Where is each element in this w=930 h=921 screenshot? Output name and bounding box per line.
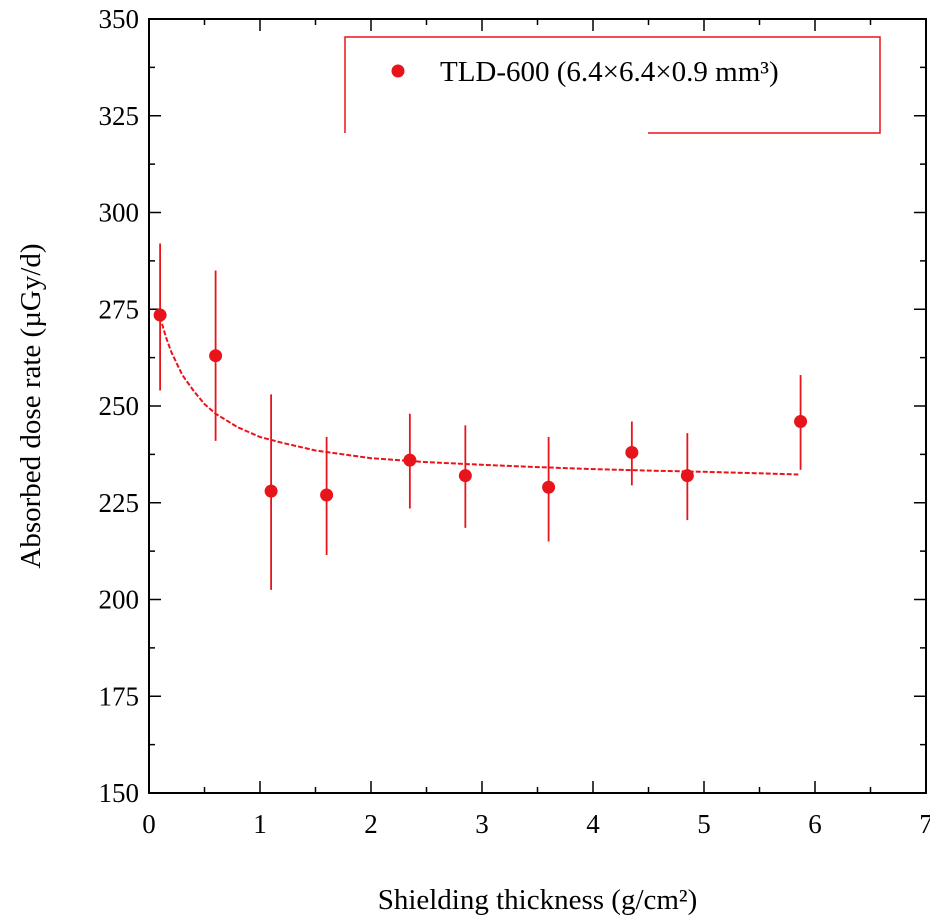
x-tick-label: 7 — [919, 809, 930, 839]
y-axis-ticks: 150 175 200 225 250 275 300 325 350 — [99, 4, 926, 808]
data-point — [794, 414, 808, 428]
x-tick-label: 3 — [475, 809, 489, 839]
y-tick-label: 200 — [99, 585, 140, 615]
y-tick-label: 300 — [99, 198, 140, 228]
legend: TLD-600 (6.4×6.4×0.9 mm³) — [344, 36, 881, 134]
data-point — [625, 445, 639, 459]
y-tick-label: 325 — [99, 101, 140, 131]
y-tick-label: 250 — [99, 391, 140, 421]
y-axis-title: Absorbed dose rate (µGy/d) — [15, 243, 47, 568]
y-tick-label: 225 — [99, 488, 140, 518]
data-point — [264, 484, 278, 498]
x-tick-label: 4 — [586, 809, 600, 839]
x-tick-label: 6 — [808, 809, 822, 839]
data-point — [403, 453, 417, 467]
data-point-group — [153, 243, 167, 391]
x-tick-label: 1 — [253, 809, 267, 839]
data-point-group — [458, 425, 472, 528]
data-point-group — [264, 394, 278, 590]
data-point-group — [542, 436, 556, 542]
y-tick-label: 150 — [99, 778, 140, 808]
x-tick-label: 5 — [697, 809, 711, 839]
x-tick-label: 2 — [364, 809, 378, 839]
data-point — [320, 488, 334, 502]
x-axis-ticks: 0 1 2 3 4 5 6 7 — [142, 19, 930, 839]
fit-curve — [159, 316, 799, 476]
plot-frame — [148, 18, 927, 794]
data-points-layer — [153, 243, 808, 590]
legend-label: TLD-600 (6.4×6.4×0.9 mm³) — [440, 56, 779, 88]
data-point — [680, 469, 694, 483]
fit-curve-layer — [159, 316, 799, 476]
data-point-group — [320, 436, 334, 555]
data-point-group — [625, 421, 639, 486]
plot-border — [148, 18, 927, 794]
data-point — [209, 349, 223, 363]
y-tick-label: 175 — [99, 681, 140, 711]
legend-marker — [391, 64, 405, 78]
data-point-group — [680, 433, 694, 521]
legend-border — [344, 36, 881, 134]
data-point — [153, 308, 167, 322]
x-tick-label: 0 — [142, 809, 156, 839]
y-tick-label: 275 — [99, 294, 140, 324]
y-tick-label: 350 — [99, 4, 140, 34]
data-point-group — [794, 375, 808, 470]
data-point — [542, 480, 556, 494]
data-point-group — [209, 270, 223, 441]
x-axis-title: Shielding thickness (g/cm²) — [378, 884, 698, 916]
data-point-group — [403, 413, 417, 509]
data-point — [458, 469, 472, 483]
